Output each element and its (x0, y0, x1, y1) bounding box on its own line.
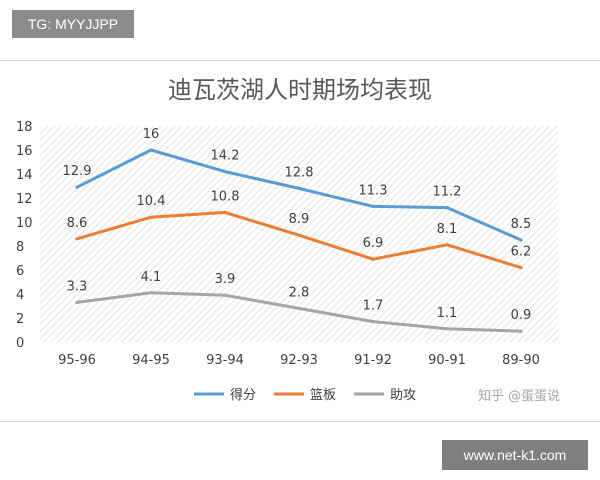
data-label: 10.4 (137, 194, 166, 209)
data-label: 1.1 (437, 306, 458, 321)
data-label: 16 (143, 127, 160, 142)
site-link[interactable]: www.net-k1.com (442, 440, 588, 470)
data-point (75, 300, 79, 304)
x-tick-label: 94-95 (132, 353, 170, 368)
data-label: 8.6 (67, 216, 88, 231)
data-point (519, 238, 523, 242)
data-point (149, 215, 153, 219)
data-label: 0.9 (511, 308, 532, 323)
x-tick-label: 92-93 (280, 353, 318, 368)
data-point (149, 148, 153, 152)
y-tick-label: 6 (16, 264, 24, 279)
data-label: 2.8 (289, 285, 310, 300)
y-tick-label: 8 (16, 240, 24, 255)
y-tick-label: 16 (16, 144, 33, 159)
site-tag: TG: MYYJJPP (12, 10, 134, 38)
data-label: 12.9 (63, 164, 92, 179)
data-point (519, 266, 523, 270)
data-label: 8.9 (289, 212, 310, 227)
data-point (75, 185, 79, 189)
data-point (297, 186, 301, 190)
legend-label: 得分 (230, 387, 256, 403)
data-label: 11.3 (359, 183, 388, 198)
y-tick-label: 2 (16, 312, 24, 327)
data-label: 12.8 (285, 165, 314, 180)
data-point (445, 243, 449, 247)
legend-label: 助攻 (390, 388, 416, 403)
y-tick-label: 10 (16, 216, 33, 231)
y-tick-label: 0 (16, 336, 24, 351)
data-label: 6.9 (363, 236, 384, 251)
data-point (223, 293, 227, 297)
y-tick-label: 4 (16, 288, 24, 303)
data-point (371, 320, 375, 324)
x-tick-label: 90-91 (428, 353, 466, 368)
y-tick-label: 18 (16, 120, 33, 135)
data-label: 11.2 (433, 185, 462, 200)
data-point (519, 329, 523, 333)
data-label: 4.1 (141, 270, 162, 285)
data-point (75, 237, 79, 241)
watermark: 知乎 @蛋蛋说 (478, 388, 560, 404)
legend-label: 篮板 (310, 388, 336, 403)
x-tick-label: 93-94 (206, 353, 244, 368)
data-point (445, 327, 449, 331)
chart-title: 迪瓦茨湖人时期场均表现 (168, 76, 432, 104)
data-point (223, 210, 227, 214)
data-label: 1.7 (363, 299, 384, 314)
data-point (371, 204, 375, 208)
data-label: 3.9 (215, 272, 236, 287)
data-label: 8.1 (437, 222, 458, 237)
data-point (297, 233, 301, 237)
x-tick-label: 89-90 (502, 353, 540, 368)
data-point (223, 170, 227, 174)
line-chart: 迪瓦茨湖人时期场均表现 0 2 4 6 8 10 12 14 16 18 95-96 94-95 93… (16, 76, 560, 404)
y-tick-label: 14 (16, 168, 33, 183)
data-label: 8.5 (511, 217, 532, 232)
data-point (371, 257, 375, 261)
data-point (297, 306, 301, 310)
x-tick-label: 91-92 (354, 353, 392, 368)
data-label: 10.8 (211, 189, 240, 204)
data-point (445, 206, 449, 210)
data-label: 14.2 (211, 149, 240, 164)
data-label: 3.3 (67, 279, 88, 294)
x-tick-label: 95-96 (58, 353, 96, 368)
data-label: 6.2 (511, 245, 532, 260)
y-tick-label: 12 (16, 192, 33, 207)
data-point (149, 291, 153, 295)
